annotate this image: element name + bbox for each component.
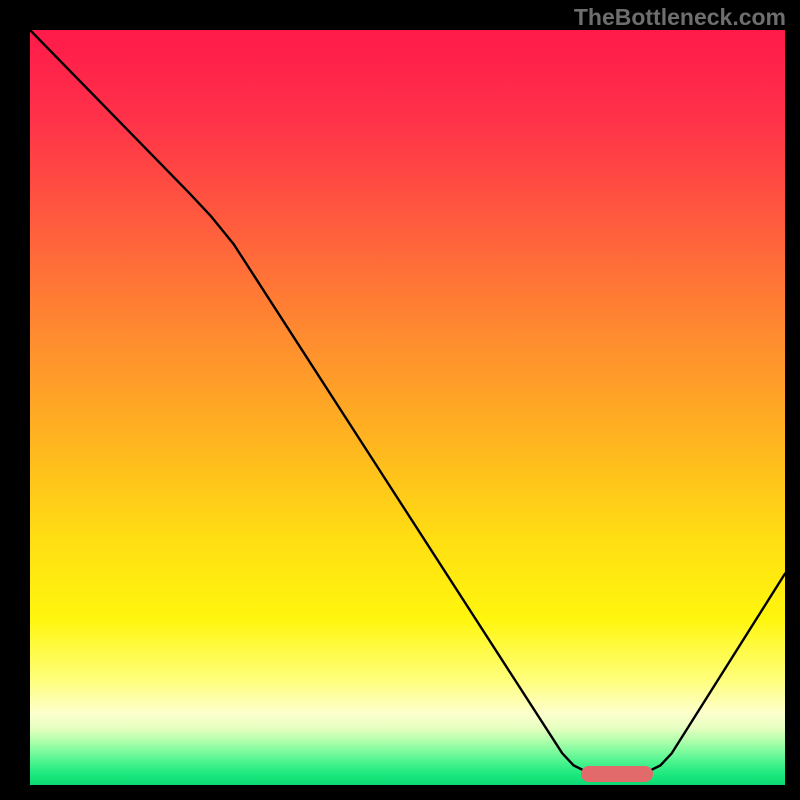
watermark-text: TheBottleneck.com xyxy=(574,4,786,31)
bottleneck-curve xyxy=(30,30,785,785)
plot-area xyxy=(30,30,785,785)
optimal-range-marker xyxy=(581,766,653,782)
